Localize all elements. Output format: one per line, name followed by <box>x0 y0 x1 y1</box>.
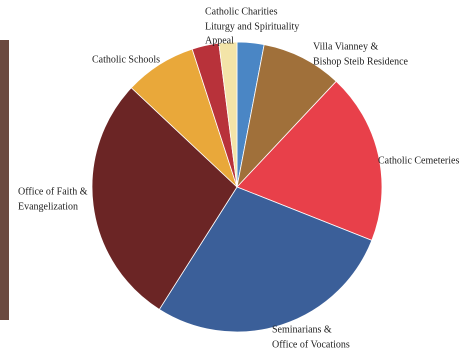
pie-slice <box>158 186 373 333</box>
slice-label: Office of Vocations <box>272 339 350 350</box>
slice-label: Villa Vianney & <box>313 41 378 52</box>
pie-slice <box>236 44 337 189</box>
slice-label: Bishop Steib Residence <box>313 56 409 67</box>
pie-slice <box>236 80 383 241</box>
slice-label: Evangelization <box>18 201 78 212</box>
background-photo-edge <box>0 40 9 320</box>
slice-label: Catholic Charities <box>205 6 278 17</box>
pie-slice <box>218 41 238 188</box>
slice-label: Catholic Cemeteries <box>378 155 459 166</box>
slice-label: Catholic Schools <box>92 54 160 65</box>
slice-label: Appeal <box>205 35 234 46</box>
slice-label: Office of Faith & <box>18 186 88 197</box>
slice-label: Liturgy and Spirituality <box>205 21 299 32</box>
slice-label: Seminarians & <box>272 324 332 335</box>
pie-slice <box>91 87 238 310</box>
